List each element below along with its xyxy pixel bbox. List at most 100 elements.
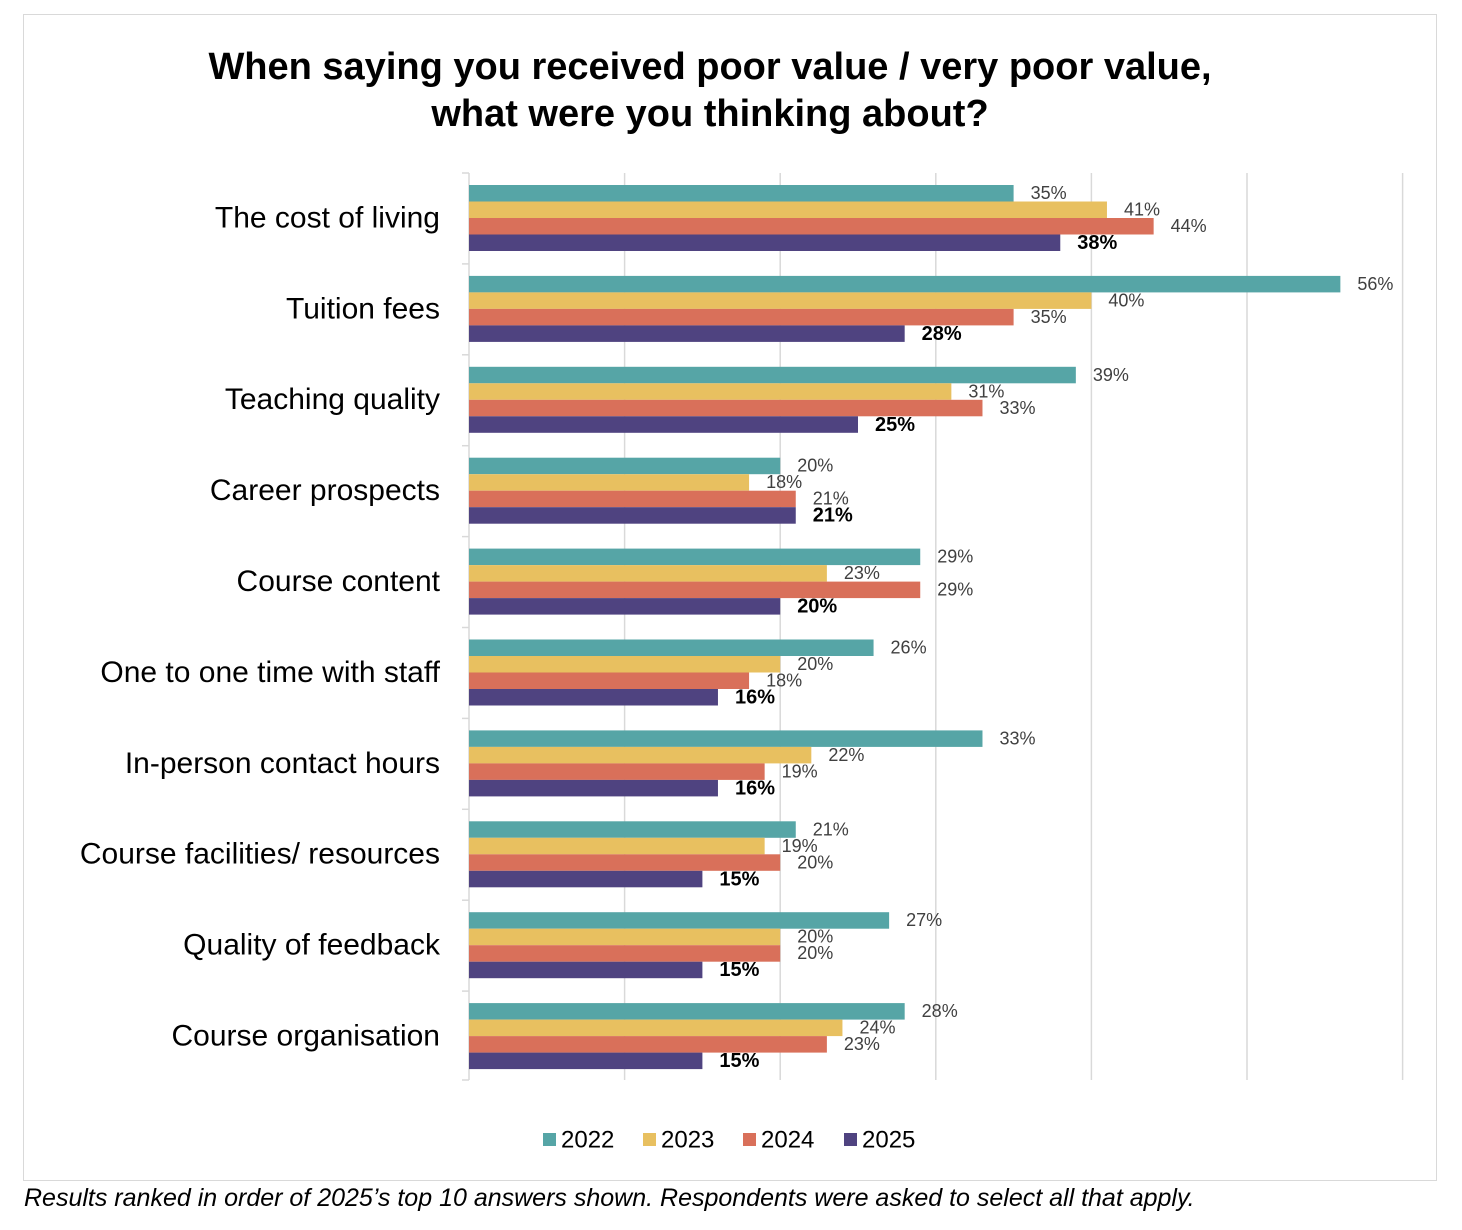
data-label: 20%	[797, 852, 833, 872]
legend-swatch	[643, 1133, 656, 1146]
bar	[469, 1036, 827, 1053]
data-label: 15%	[719, 868, 759, 890]
data-label: 21%	[813, 819, 849, 839]
data-label: 28%	[922, 323, 962, 345]
legend-label: 2024	[761, 1126, 814, 1153]
bar	[469, 672, 750, 689]
data-label: 18%	[766, 671, 802, 691]
legend-label: 2022	[561, 1126, 614, 1153]
bar	[469, 821, 796, 838]
bar	[469, 656, 781, 673]
bar	[469, 275, 1341, 293]
data-label: 20%	[797, 943, 833, 963]
data-label: 21%	[813, 489, 849, 509]
bar	[469, 201, 1107, 218]
bar	[469, 292, 1092, 309]
data-label: 19%	[782, 836, 818, 856]
data-label: 33%	[999, 398, 1035, 418]
data-label: 23%	[844, 1034, 880, 1054]
bar	[469, 854, 781, 871]
bar	[469, 928, 781, 946]
data-label: 27%	[906, 910, 942, 930]
category-label: Course organisation	[172, 1019, 441, 1052]
data-label: 29%	[937, 547, 973, 567]
bar	[469, 565, 827, 582]
data-label: 15%	[719, 1050, 759, 1072]
data-label: 33%	[999, 728, 1035, 748]
category-label: Course content	[237, 565, 441, 598]
data-label: 44%	[1171, 216, 1207, 236]
bar	[469, 490, 796, 508]
legend-swatch	[543, 1133, 556, 1146]
data-label: 16%	[735, 687, 775, 709]
data-label: 20%	[797, 654, 833, 674]
data-label: 26%	[891, 638, 927, 658]
data-label: 22%	[828, 745, 864, 765]
bar	[469, 383, 952, 400]
bar	[469, 961, 703, 979]
data-label: 40%	[1108, 290, 1144, 310]
data-label: 24%	[859, 1018, 895, 1038]
bar	[469, 366, 1076, 384]
data-label: 28%	[922, 1001, 958, 1021]
data-label: 16%	[735, 777, 775, 799]
bar	[469, 185, 1014, 202]
bar	[469, 779, 718, 797]
data-label: 23%	[844, 563, 880, 583]
data-label: 20%	[797, 596, 837, 618]
category-label: The cost of living	[215, 201, 440, 234]
data-label: 20%	[797, 927, 833, 947]
bar	[469, 870, 703, 888]
legend-label: 2023	[661, 1126, 714, 1153]
category-label: Quality of feedback	[183, 929, 441, 962]
data-label: 41%	[1124, 200, 1160, 220]
bar	[469, 548, 921, 566]
category-label: Tuition fees	[286, 292, 440, 325]
category-label: Teaching quality	[225, 383, 440, 416]
footnote: Results ranked in order of 2025’s top 10…	[24, 1184, 1195, 1212]
data-label: 29%	[937, 580, 973, 600]
bar	[469, 945, 781, 962]
legend-label: 2025	[862, 1126, 915, 1153]
bar	[469, 399, 983, 417]
bar	[469, 746, 812, 764]
bar	[469, 763, 765, 780]
data-label: 18%	[766, 472, 802, 492]
bar	[469, 912, 890, 929]
data-label: 35%	[1031, 307, 1067, 327]
category-label: In-person contact hours	[125, 747, 440, 780]
bar	[469, 507, 796, 524]
legend-swatch	[743, 1133, 756, 1146]
bar	[469, 689, 718, 706]
data-label: 39%	[1093, 365, 1129, 385]
bar	[469, 837, 765, 855]
bar	[469, 1019, 843, 1037]
bar	[469, 581, 921, 599]
chart-title: When saying you received poor value / ve…	[208, 46, 1212, 135]
bar	[469, 598, 781, 615]
bar	[469, 730, 983, 747]
bar	[469, 234, 1061, 251]
data-label: 56%	[1357, 274, 1393, 294]
legend-swatch	[844, 1133, 857, 1146]
data-label: 19%	[782, 761, 818, 781]
data-label: 35%	[1031, 183, 1067, 203]
data-label: 31%	[968, 381, 1004, 401]
bar	[469, 639, 874, 656]
bar	[469, 325, 905, 342]
data-label: 38%	[1077, 232, 1117, 254]
category-label: Course facilities/ resources	[80, 838, 440, 871]
category-label: One to one time with staff	[100, 656, 440, 689]
bar	[469, 457, 781, 475]
bar	[469, 1003, 905, 1020]
bar	[469, 474, 750, 491]
category-label: Career prospects	[210, 474, 440, 507]
data-label: 25%	[875, 414, 915, 436]
bar	[469, 416, 858, 433]
bar	[469, 1052, 703, 1070]
data-label: 15%	[719, 959, 759, 981]
bar	[469, 308, 1014, 326]
data-label: 20%	[797, 456, 833, 476]
bar	[469, 218, 1154, 235]
